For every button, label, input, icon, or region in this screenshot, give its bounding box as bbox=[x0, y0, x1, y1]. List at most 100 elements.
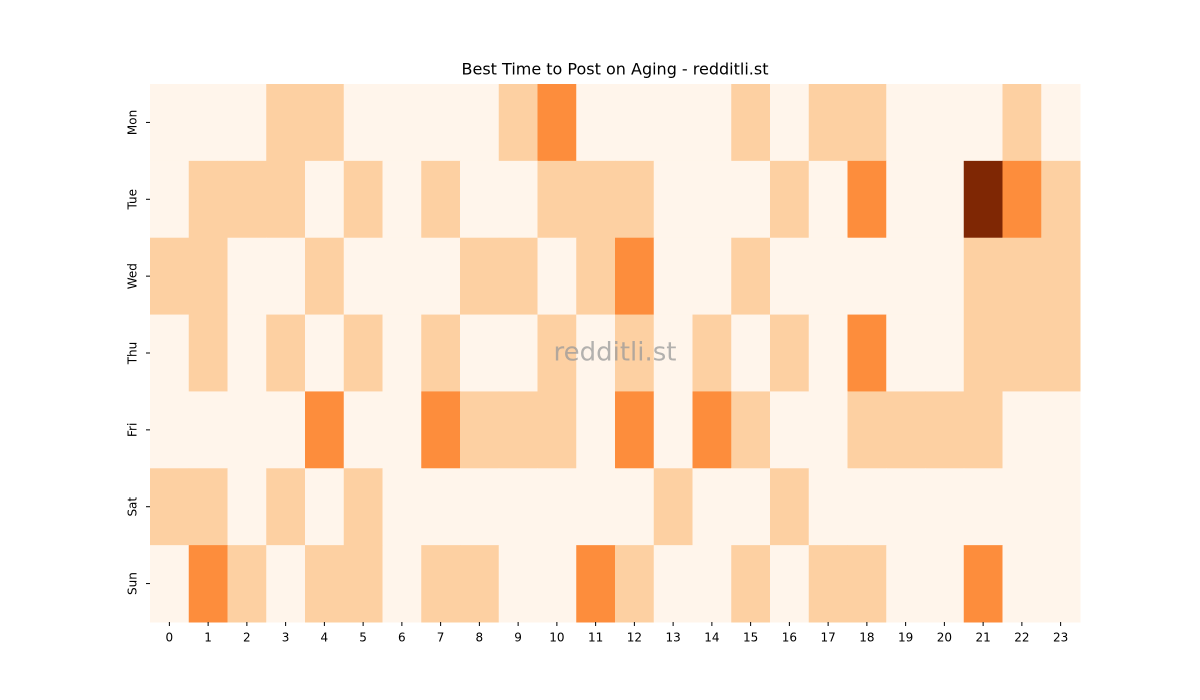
heat-cell bbox=[305, 84, 345, 162]
heat-cell bbox=[770, 545, 810, 623]
heat-cell bbox=[886, 84, 926, 162]
heat-cell bbox=[615, 314, 655, 392]
heat-cell bbox=[1002, 314, 1042, 392]
heat-cell bbox=[305, 160, 345, 239]
heat-cell bbox=[615, 391, 655, 469]
heat-cell bbox=[808, 468, 848, 546]
y-tick-label: Fri bbox=[126, 423, 140, 437]
heat-cell bbox=[576, 391, 616, 469]
heat-cell bbox=[460, 314, 500, 392]
heat-cell bbox=[460, 468, 500, 546]
x-tick-label: 16 bbox=[782, 631, 797, 645]
heat-cell bbox=[576, 160, 616, 239]
chart-title: Best Time to Post on Aging - redditli.st bbox=[462, 60, 769, 79]
heat-cell bbox=[731, 391, 771, 469]
heat-cell bbox=[1041, 391, 1081, 469]
heat-cell bbox=[1041, 468, 1081, 546]
heat-cell bbox=[150, 84, 190, 162]
x-tick-label: 6 bbox=[398, 631, 406, 645]
heat-cell bbox=[343, 545, 383, 623]
x-tick-label: 21 bbox=[975, 631, 990, 645]
x-tick-label: 8 bbox=[476, 631, 484, 645]
heat-cell bbox=[421, 237, 461, 316]
heat-cell bbox=[1002, 160, 1042, 239]
heat-cell bbox=[498, 84, 538, 162]
heat-cell bbox=[770, 237, 810, 316]
heat-cell bbox=[692, 237, 732, 316]
heat-cell bbox=[227, 545, 267, 623]
heat-cell bbox=[382, 391, 422, 469]
x-tick-label: 9 bbox=[514, 631, 522, 645]
heat-cell bbox=[847, 391, 887, 469]
heat-cell bbox=[188, 84, 228, 162]
heat-cell bbox=[305, 545, 345, 623]
y-tick-label: Sun bbox=[126, 572, 140, 595]
heat-cell bbox=[498, 160, 538, 239]
heat-cell bbox=[266, 237, 306, 316]
heat-cell bbox=[808, 545, 848, 623]
heat-cell bbox=[188, 545, 228, 623]
heat-cell bbox=[925, 314, 965, 392]
heat-cell bbox=[731, 314, 771, 392]
heat-cell bbox=[498, 545, 538, 623]
heat-cell bbox=[886, 160, 926, 239]
heat-cell bbox=[498, 314, 538, 392]
heat-cell bbox=[847, 468, 887, 546]
heat-cell bbox=[731, 160, 771, 239]
heat-cell bbox=[188, 391, 228, 469]
heat-cell bbox=[537, 237, 577, 316]
heat-cell bbox=[653, 545, 693, 623]
heat-cell bbox=[343, 468, 383, 546]
x-tick-label: 19 bbox=[898, 631, 913, 645]
heat-cell bbox=[653, 160, 693, 239]
heat-cell bbox=[653, 314, 693, 392]
heat-cell bbox=[498, 237, 538, 316]
heat-cell bbox=[770, 468, 810, 546]
heat-cell bbox=[963, 545, 1003, 623]
heat-cell bbox=[1002, 468, 1042, 546]
heat-cell bbox=[537, 468, 577, 546]
heat-cell bbox=[266, 314, 306, 392]
x-tick-label: 1 bbox=[204, 631, 212, 645]
heat-cell bbox=[808, 84, 848, 162]
x-tick-label: 22 bbox=[1014, 631, 1029, 645]
heat-cell bbox=[692, 391, 732, 469]
y-tick-label: Wed bbox=[126, 263, 140, 289]
heat-cell bbox=[266, 545, 306, 623]
x-tick-label: 5 bbox=[359, 631, 367, 645]
x-tick-label: 7 bbox=[437, 631, 445, 645]
x-tick-label: 20 bbox=[937, 631, 952, 645]
heat-cell bbox=[460, 84, 500, 162]
heat-cell bbox=[460, 237, 500, 316]
heat-cell bbox=[692, 468, 732, 546]
heat-cell bbox=[1002, 391, 1042, 469]
heat-cell bbox=[382, 84, 422, 162]
heat-cell bbox=[150, 314, 190, 392]
heat-cell bbox=[498, 391, 538, 469]
heat-cell bbox=[886, 468, 926, 546]
x-tick-label: 2 bbox=[243, 631, 251, 645]
heat-cell bbox=[770, 391, 810, 469]
heat-cell bbox=[731, 237, 771, 316]
watermark: redditli.st bbox=[554, 338, 677, 368]
heat-cell bbox=[188, 468, 228, 546]
heat-cell bbox=[227, 84, 267, 162]
heat-cell bbox=[847, 314, 887, 392]
heat-cell bbox=[537, 160, 577, 239]
heat-cell bbox=[963, 468, 1003, 546]
heat-cell bbox=[150, 545, 190, 623]
heat-cell bbox=[615, 84, 655, 162]
y-tick-label: Thu bbox=[126, 342, 140, 366]
heat-cell bbox=[382, 314, 422, 392]
heat-cell bbox=[963, 391, 1003, 469]
x-tick-label: 17 bbox=[820, 631, 835, 645]
heat-cell bbox=[963, 237, 1003, 316]
heat-cell bbox=[653, 468, 693, 546]
heat-cell bbox=[1002, 237, 1042, 316]
heat-cell bbox=[227, 314, 267, 392]
heat-cell bbox=[847, 545, 887, 623]
heat-cell bbox=[615, 160, 655, 239]
heat-cell bbox=[537, 84, 577, 162]
heat-cell bbox=[460, 391, 500, 469]
